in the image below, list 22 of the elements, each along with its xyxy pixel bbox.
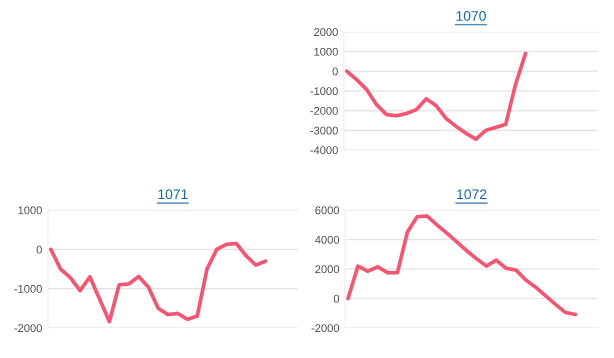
y-tick-label: -4000 <box>310 146 338 154</box>
line-series <box>346 214 578 316</box>
y-tick-label: -2000 <box>14 324 42 332</box>
y-tick-label: 0 <box>332 68 338 76</box>
y-tick-label: -2000 <box>310 106 338 115</box>
y-tick-label: 4000 <box>315 236 340 244</box>
chart-title: 1072 <box>457 189 486 200</box>
y-tick-label: -2000 <box>312 324 340 332</box>
y-tick-label: 1000 <box>18 206 42 214</box>
y-tick-label: 2000 <box>315 265 340 274</box>
y-tick-label: 0 <box>36 246 42 254</box>
y-tick-label: 6000 <box>315 206 340 214</box>
chart-title: 1071 <box>158 189 188 200</box>
y-tick-label: 0 <box>334 294 340 303</box>
y-tick-label: -3000 <box>310 126 338 134</box>
y-tick-label: 1000 <box>314 48 338 56</box>
y-tick-label: -1000 <box>14 284 42 293</box>
y-tick-label: 2000 <box>314 28 338 36</box>
y-tick-label: -1000 <box>310 87 338 96</box>
chart-title: 1070 <box>456 11 486 21</box>
line-series <box>345 52 528 141</box>
line-series <box>49 242 268 324</box>
